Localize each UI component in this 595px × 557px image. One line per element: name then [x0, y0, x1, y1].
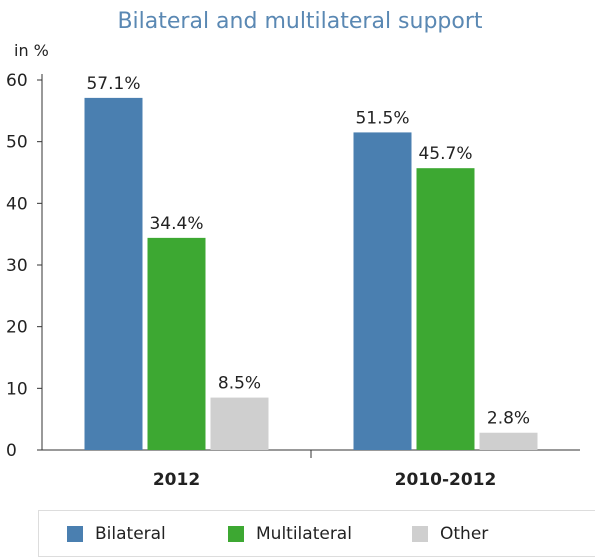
y-tick-label: 30: [6, 256, 28, 276]
legend-item-other: Other: [412, 524, 488, 544]
legend-swatch-other: [412, 526, 428, 542]
value-labels: 57.1% 34.4% 8.5% 51.5% 45.7% 2.8%: [86, 74, 530, 429]
bar-other-2010-2012: [479, 432, 538, 450]
value-label: 57.1%: [86, 74, 140, 94]
bars: [84, 97, 538, 450]
y-tick-label: 50: [6, 133, 28, 153]
bar-bilateral-2010-2012: [353, 132, 412, 450]
legend-label-bilateral: Bilateral: [95, 524, 166, 544]
y-tick-label: 40: [6, 194, 28, 214]
x-tick-label: 2012: [153, 470, 200, 490]
y-tick-label: 20: [6, 318, 28, 338]
legend-item-bilateral: Bilateral: [67, 524, 166, 544]
value-label: 8.5%: [218, 374, 261, 394]
chart-title: Bilateral and multilateral support: [117, 9, 482, 34]
value-label: 51.5%: [355, 108, 409, 128]
legend-item-multilateral: Multilateral: [228, 524, 352, 544]
bar-bilateral-2012: [84, 97, 143, 450]
legend: Bilateral Multilateral Other: [38, 510, 595, 557]
value-label: 34.4%: [149, 214, 203, 234]
bar-chart: Bilateral and multilateral support in % …: [6, 9, 580, 490]
y-tick-label: 0: [6, 441, 17, 461]
legend-label-multilateral: Multilateral: [256, 524, 352, 544]
bar-multilateral-2012: [147, 237, 206, 450]
x-tick-label: 2010-2012: [395, 470, 497, 490]
value-label: 2.8%: [487, 409, 530, 429]
bar-other-2012: [210, 397, 269, 450]
y-ticks: 0 10 20 30 40 50 60: [6, 71, 42, 461]
x-ticks: 2012 2010-2012: [153, 450, 497, 490]
legend-swatch-multilateral: [228, 526, 244, 542]
legend-label-other: Other: [440, 524, 489, 544]
y-tick-label: 10: [6, 379, 28, 399]
bar-multilateral-2010-2012: [416, 168, 475, 450]
y-tick-label: 60: [6, 71, 28, 91]
value-label: 45.7%: [418, 144, 472, 164]
y-axis-label: in %: [14, 41, 49, 60]
legend-swatch-bilateral: [67, 526, 83, 542]
